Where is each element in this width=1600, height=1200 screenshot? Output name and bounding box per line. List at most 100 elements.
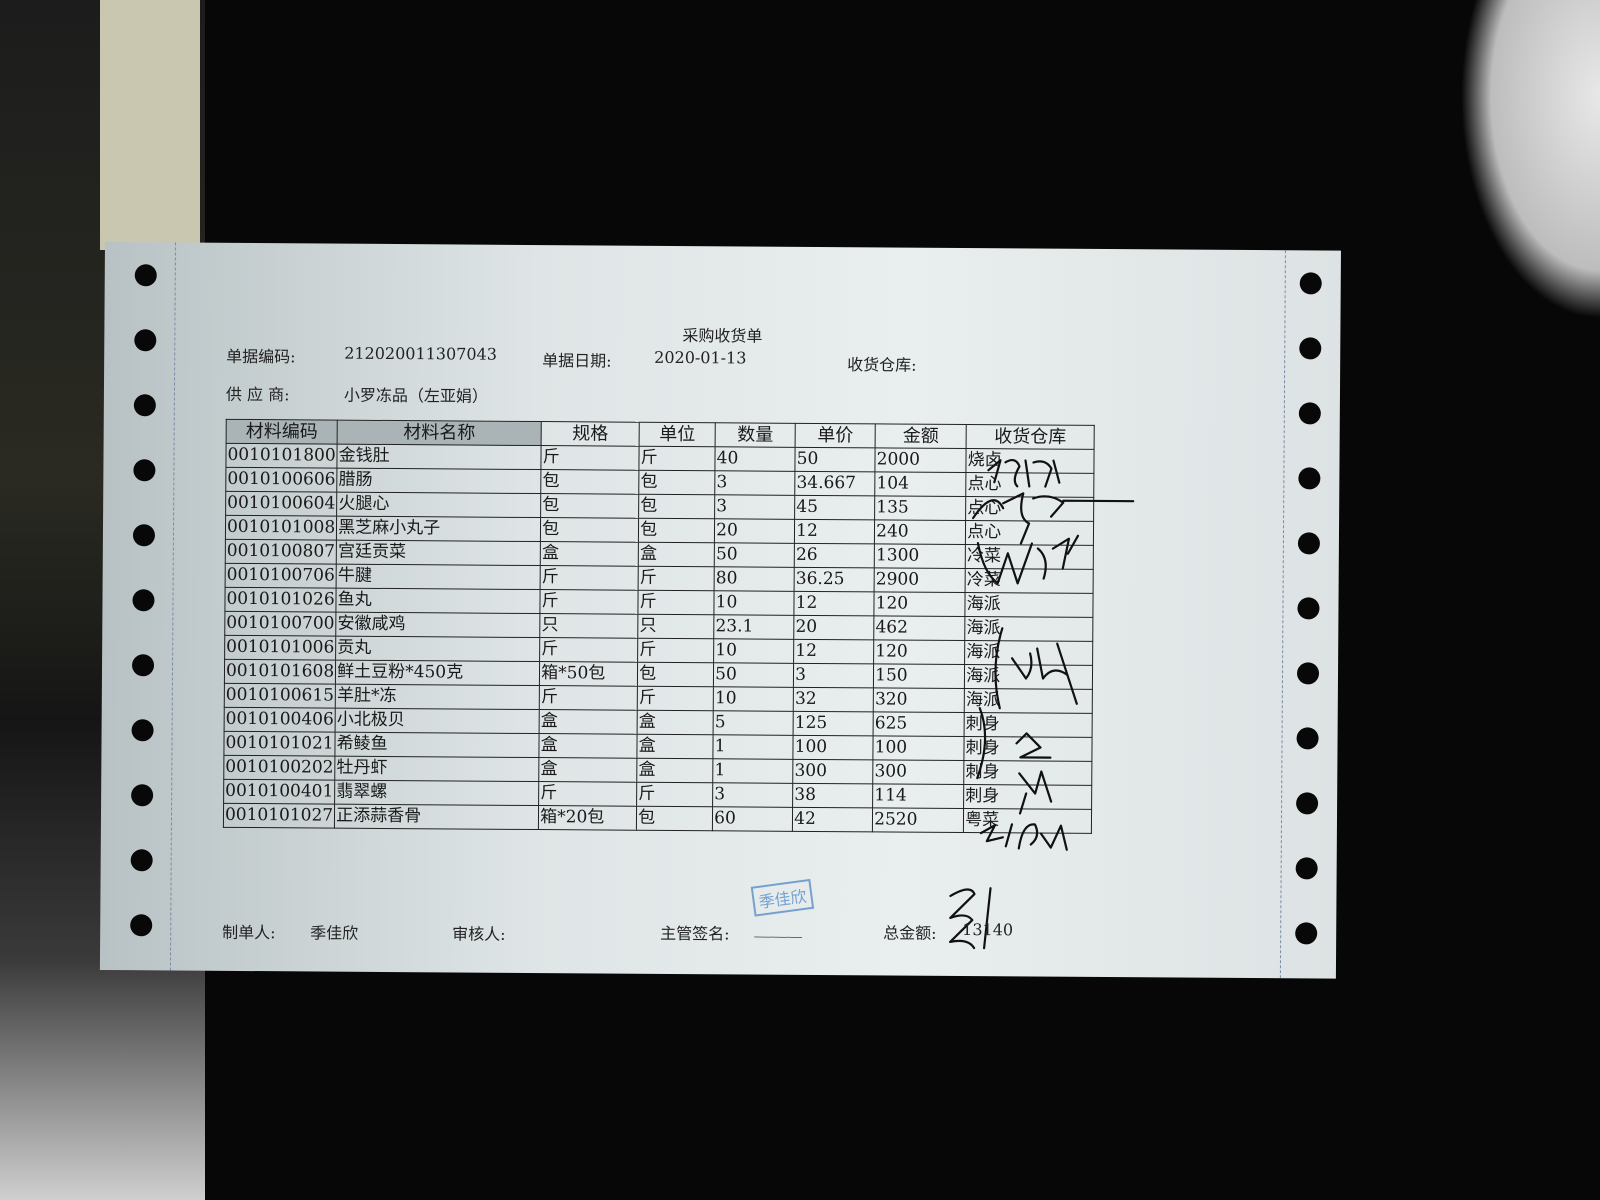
tractor-feed-hole bbox=[131, 654, 155, 677]
table-cell: 冷菜 bbox=[965, 544, 1094, 570]
tractor-feed-hole bbox=[1297, 597, 1320, 620]
table-cell: 50 bbox=[795, 447, 876, 472]
doc-no: 212020011307043 bbox=[344, 343, 497, 364]
table-cell: 10 bbox=[714, 590, 795, 616]
table-cell: 箱*50包 bbox=[539, 661, 638, 687]
document-title: 采购收货单 bbox=[682, 326, 763, 346]
table-cell: 100 bbox=[873, 735, 965, 761]
table-cell: 包 bbox=[540, 493, 639, 519]
tractor-feed-hole bbox=[130, 849, 153, 872]
supervisor-signature-line: ______ bbox=[754, 918, 803, 938]
column-header: 收货仓库 bbox=[966, 424, 1095, 450]
table-cell: 只 bbox=[637, 614, 715, 639]
table-cell: 金钱肚 bbox=[337, 444, 542, 470]
tractor-feed-hole bbox=[134, 264, 157, 287]
table-cell: 0010100606 bbox=[225, 467, 338, 493]
table-cell: 斤 bbox=[636, 782, 713, 807]
tractor-feed-hole bbox=[132, 524, 156, 547]
table-cell: 300 bbox=[792, 759, 874, 784]
date: 2020-01-13 bbox=[654, 347, 747, 368]
table-cell: 114 bbox=[872, 783, 964, 809]
table-cell: 包 bbox=[638, 494, 715, 519]
table-cell: 1300 bbox=[874, 543, 966, 569]
table-cell: 36.25 bbox=[794, 567, 875, 592]
table-cell: 只 bbox=[539, 613, 639, 639]
total-amount: 13140 bbox=[962, 920, 1014, 940]
table-cell: 12 bbox=[794, 591, 875, 616]
table-cell: 38 bbox=[792, 783, 873, 808]
column-header: 材料编码 bbox=[226, 419, 338, 445]
items-table: 材料编码 材料名称 规格 单位 数量 单价 金额 收货仓库 0010101800 金钱肚斤斤 40… bbox=[223, 419, 1095, 834]
table-cell: 刺身 bbox=[963, 784, 1092, 810]
tractor-feed-hole bbox=[131, 719, 154, 742]
table-cell: 20 bbox=[714, 518, 795, 544]
table-cell: 3 bbox=[793, 663, 874, 688]
table-cell: 盒 bbox=[539, 709, 638, 735]
background-object bbox=[100, 0, 200, 250]
table-cell: 斤 bbox=[637, 686, 714, 711]
tractor-feed-hole bbox=[133, 459, 156, 482]
table-cell: 海派 bbox=[965, 592, 1094, 618]
table-cell: 斤 bbox=[540, 589, 639, 615]
tractor-feed-hole bbox=[1297, 532, 1321, 555]
background-right bbox=[1460, 0, 1600, 320]
date-label: 单据日期: bbox=[542, 351, 612, 371]
table-cell: 包 bbox=[540, 469, 640, 495]
table-cell: 2520 bbox=[872, 807, 964, 833]
tractor-feed-hole bbox=[1296, 662, 1320, 685]
column-header: 数量 bbox=[715, 422, 796, 448]
table-cell: 斤 bbox=[540, 565, 639, 591]
table-cell: 45 bbox=[794, 495, 875, 520]
table-cell: 26 bbox=[794, 543, 875, 568]
column-header: 材料名称 bbox=[337, 420, 542, 446]
table-cell: 0010101800 bbox=[225, 443, 338, 469]
table-cell: 盒 bbox=[539, 733, 638, 759]
table-cell: 120 bbox=[874, 591, 966, 617]
table-cell: 刺身 bbox=[963, 760, 1093, 786]
table-cell: 烧卤 bbox=[966, 448, 1095, 474]
tractor-feed-hole bbox=[132, 589, 155, 612]
table-cell: 80 bbox=[714, 566, 795, 592]
table-cell: 300 bbox=[872, 759, 965, 785]
table-cell: 羊肚*冻 bbox=[335, 684, 540, 710]
table-cell: 0010101027 bbox=[223, 803, 335, 829]
table-cell: 海派 bbox=[964, 688, 1093, 714]
column-header: 规格 bbox=[541, 421, 640, 447]
tractor-feed-hole bbox=[1299, 272, 1322, 295]
table-cell: 海派 bbox=[964, 616, 1094, 642]
table-cell: 火腿心 bbox=[336, 492, 541, 518]
table-cell: 点心 bbox=[965, 520, 1094, 546]
table-cell: 32 bbox=[793, 687, 874, 712]
table-cell: 135 bbox=[874, 495, 966, 521]
table-cell: 150 bbox=[873, 663, 965, 689]
table-cell: 5 bbox=[713, 710, 794, 736]
table-row: 0010101027 正添蒜香骨 箱*20包包 60 42 2520 粤菜 bbox=[223, 803, 1092, 834]
table-cell: 包 bbox=[638, 470, 716, 495]
table-cell: 42 bbox=[792, 807, 873, 832]
table-cell: 40 bbox=[715, 446, 796, 472]
table-cell: 盒 bbox=[538, 757, 638, 783]
table-cell: 希鲮鱼 bbox=[335, 732, 540, 758]
table-cell: 海派 bbox=[964, 640, 1093, 666]
table-cell: 鲜土豆粉*450克 bbox=[335, 660, 540, 686]
table-cell: 50 bbox=[713, 662, 794, 688]
table-cell: 安徽咸鸡 bbox=[335, 612, 541, 638]
receipt-paper: 采购收货单 单据编码: 212020011307043 单据日期: 2020-0… bbox=[99, 242, 1341, 979]
table-cell: 斤 bbox=[539, 685, 638, 711]
table-cell: 125 bbox=[793, 711, 874, 736]
column-header: 单位 bbox=[639, 422, 716, 447]
table-cell: 点心 bbox=[965, 472, 1095, 498]
table-cell: 3 bbox=[714, 470, 796, 496]
table-cell: 贡丸 bbox=[335, 636, 540, 662]
table-cell: 刺身 bbox=[964, 712, 1093, 738]
table-cell: 斤 bbox=[638, 590, 715, 615]
tractor-feed-hole bbox=[1295, 857, 1318, 880]
table-cell: 冷菜 bbox=[965, 568, 1094, 594]
table-cell: 104 bbox=[874, 471, 967, 497]
table-cell: 0010101006 bbox=[224, 635, 336, 661]
supplier: 小罗冻品（左亚娟） bbox=[343, 385, 489, 406]
table-cell: 盒 bbox=[638, 542, 715, 567]
table-cell: 3 bbox=[714, 494, 795, 520]
table-cell: 斤 bbox=[638, 566, 715, 591]
table-cell: 0010101021 bbox=[223, 731, 336, 757]
